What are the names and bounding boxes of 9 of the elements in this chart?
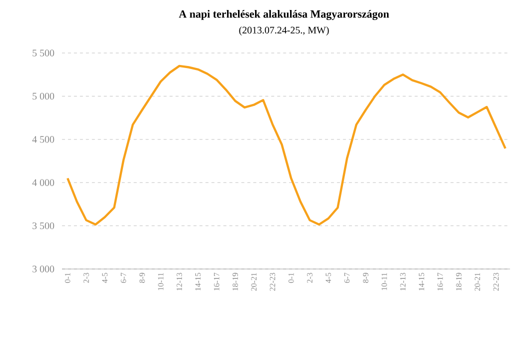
y-tick-label: 3 500 [32, 222, 54, 230]
chart-title: A napi terhelések alakulása Magyarországon [178, 10, 390, 20]
y-tick-label: 3 000 [32, 266, 54, 272]
line-series [66, 64, 506, 226]
y-tick-label: 4 000 [32, 179, 54, 186]
chart-subtitle: (2013.07.24-25., MW) [239, 26, 329, 36]
y-tick-label: 5 000 [32, 92, 54, 100]
y-tick-label: 4 500 [32, 136, 54, 143]
y-tick-label: 5 500 [32, 50, 54, 56]
